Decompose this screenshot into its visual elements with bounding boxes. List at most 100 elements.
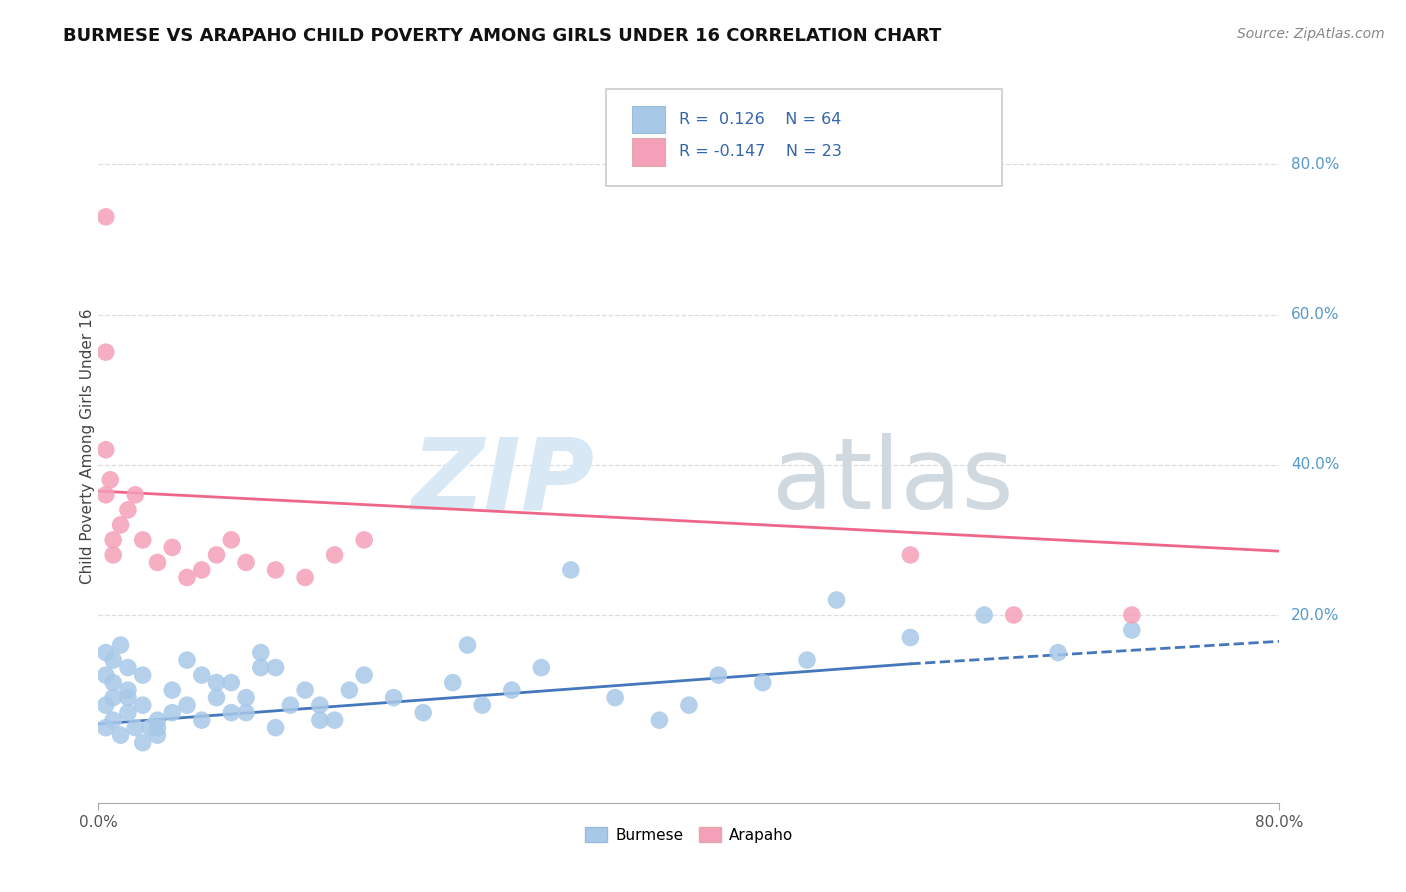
Point [605,690,627,705]
Point [146,728,169,742]
Point [264,721,287,735]
Point [124,488,146,502]
Point [94,721,117,735]
FancyBboxPatch shape [606,89,1002,186]
Point [103,690,125,705]
Point [162,541,183,555]
Point [1002,607,1025,622]
Text: R = -0.147    N = 23: R = -0.147 N = 23 [679,145,842,160]
Point [205,675,228,690]
Point [146,713,169,727]
Point [707,668,730,682]
Point [235,706,257,720]
Point [103,653,125,667]
Point [176,698,198,713]
Text: atlas: atlas [772,434,1014,530]
Y-axis label: Child Poverty Among Girls Under 16: Child Poverty Among Girls Under 16 [80,309,94,583]
Point [117,683,139,698]
Point [900,548,922,562]
Point [1121,607,1143,622]
Point [264,563,287,577]
Point [132,698,155,713]
Point [353,533,375,547]
FancyBboxPatch shape [633,138,665,166]
Point [382,690,405,705]
Point [132,668,155,682]
Point [117,503,139,517]
Point [309,698,332,713]
Point [250,660,273,674]
Point [294,570,316,584]
Point [323,713,346,727]
Point [412,706,434,720]
Point [221,675,243,690]
Point [648,713,671,727]
Point [471,698,494,713]
Point [294,683,316,698]
Point [900,631,922,645]
Point [124,721,146,735]
Point [110,517,132,532]
Point [110,728,132,742]
FancyBboxPatch shape [633,106,665,134]
Point [825,593,848,607]
Point [94,698,117,713]
Point [162,706,183,720]
Text: BURMESE VS ARAPAHO CHILD POVERTY AMONG GIRLS UNDER 16 CORRELATION CHART: BURMESE VS ARAPAHO CHILD POVERTY AMONG G… [63,27,942,45]
Point [264,660,287,674]
Point [139,721,162,735]
Text: 40.0%: 40.0% [1291,458,1340,472]
Point [353,668,375,682]
Text: Source: ZipAtlas.com: Source: ZipAtlas.com [1237,27,1385,41]
Point [103,713,125,727]
Legend: Burmese, Arapaho: Burmese, Arapaho [578,821,800,848]
Point [796,653,818,667]
Point [752,675,775,690]
Point [1046,646,1070,660]
Point [94,345,117,359]
Point [117,690,139,705]
Point [110,638,132,652]
Point [191,563,214,577]
Point [94,442,117,457]
Text: 80.0%: 80.0% [1291,157,1340,172]
Point [162,683,183,698]
Point [235,690,257,705]
Point [94,646,117,660]
Point [973,607,995,622]
Point [530,660,553,674]
Point [235,556,257,570]
Point [441,675,464,690]
Point [103,675,125,690]
Point [103,548,125,562]
Text: R =  0.126    N = 64: R = 0.126 N = 64 [679,112,842,128]
Point [323,548,346,562]
Point [117,660,139,674]
Point [94,668,117,682]
Point [250,646,273,660]
Text: ZIP: ZIP [412,434,595,530]
Point [132,736,155,750]
Point [501,683,523,698]
Point [176,653,198,667]
Point [309,713,332,727]
Point [205,690,228,705]
Point [339,683,361,698]
Point [221,706,243,720]
Point [94,488,117,502]
Point [280,698,302,713]
Point [132,533,155,547]
Point [560,563,582,577]
Point [191,668,214,682]
Point [146,556,169,570]
Point [98,473,121,487]
Point [221,533,243,547]
Point [94,210,117,224]
Text: 20.0%: 20.0% [1291,607,1340,623]
Point [457,638,479,652]
Point [1121,623,1143,637]
Point [146,721,169,735]
Point [678,698,700,713]
Point [103,533,125,547]
Point [176,570,198,584]
